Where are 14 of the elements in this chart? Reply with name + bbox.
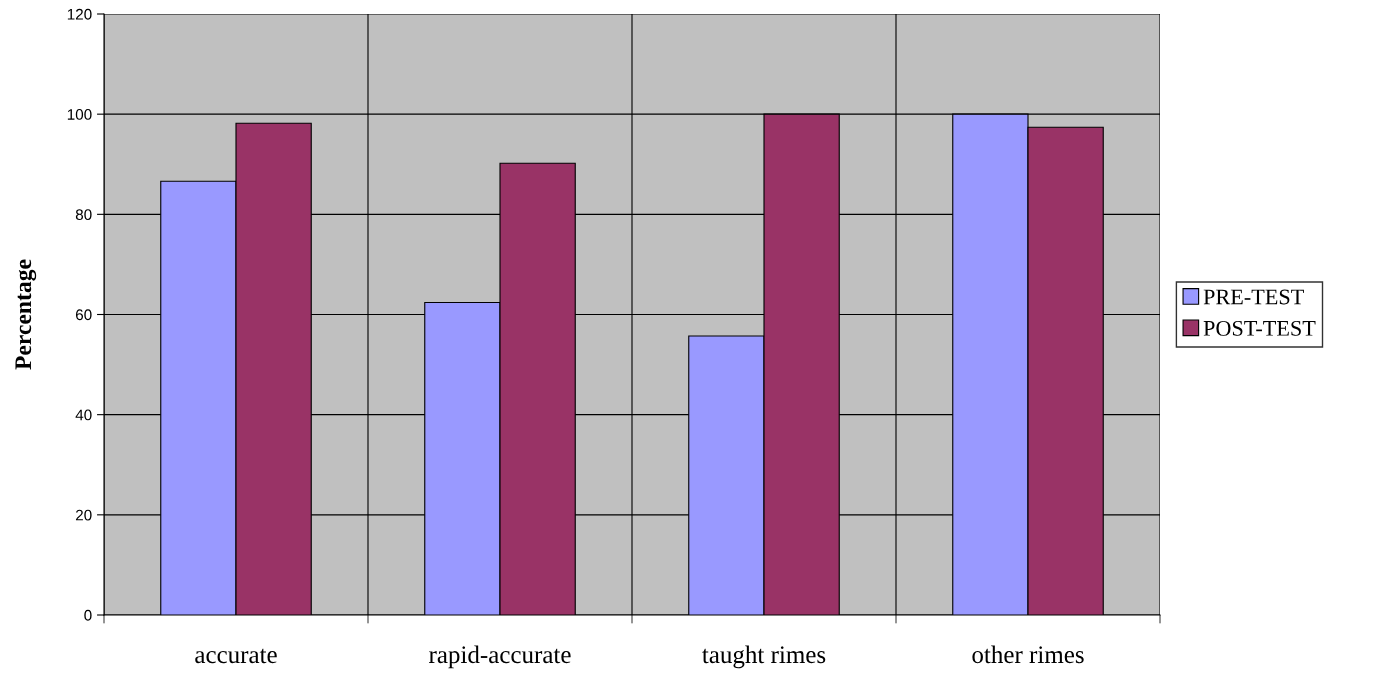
y-tick-label: 40 (75, 409, 92, 421)
y-tick-label: 60 (75, 309, 92, 321)
x-tick-label: other rimes (972, 645, 1084, 664)
y-tick-label: 120 (67, 8, 92, 20)
x-tick-label: rapid-accurate (429, 645, 571, 669)
y-tick-label: 100 (67, 109, 92, 120)
legend-label: PRE-TEST (1203, 289, 1304, 305)
legend-label: POST-TEST (1203, 320, 1316, 336)
y-tick-label: 20 (75, 509, 92, 521)
x-tick-label: accurate (195, 648, 277, 664)
y-axis-title: Percentage (15, 259, 37, 370)
y-tick-label: 0 (84, 609, 92, 621)
x-tick-label: taught rimes (702, 645, 826, 669)
y-tick-label: 80 (75, 209, 92, 221)
